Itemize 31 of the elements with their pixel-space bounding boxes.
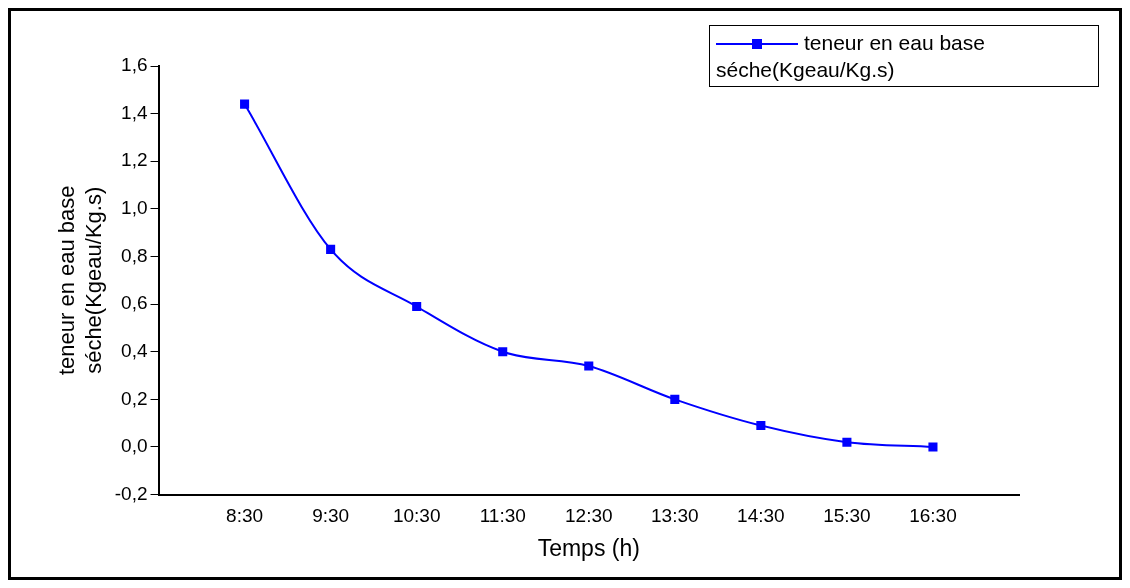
point — [842, 437, 852, 447]
legend-label: teneur en eau base séche(Kgeau/Kg.s) — [716, 31, 985, 81]
y-tick-label: 0,6 — [121, 292, 148, 314]
x-tick-label: 10:30 — [392, 505, 441, 527]
point — [928, 442, 938, 452]
y-tick-label: 1,6 — [121, 54, 148, 76]
x-tick-label: 11:30 — [479, 505, 526, 527]
point — [498, 347, 508, 357]
point — [412, 301, 422, 312]
y-tick-label: 0,2 — [121, 387, 148, 409]
y-axis-title: teneur en eau base séche(Kgeau/Kg.s) — [54, 185, 106, 376]
x-tick-label: 12:30 — [565, 505, 613, 527]
point — [584, 361, 594, 371]
x-axis-title: Temps (h) — [537, 534, 640, 561]
y-tick-label: 1,0 — [121, 197, 148, 219]
x-tick-label: 13:30 — [651, 505, 699, 527]
y-tick-label: -0,2 — [114, 482, 148, 504]
y-tick-label: 0,0 — [121, 435, 148, 457]
point — [240, 99, 250, 109]
point — [670, 394, 680, 404]
y-tick-label: 1,4 — [121, 101, 148, 123]
y-tick-label: 0,8 — [121, 244, 148, 266]
y-tick-label: 1,2 — [121, 149, 148, 171]
x-tick-label: 16:30 — [909, 505, 957, 527]
point — [326, 244, 336, 254]
x-tick-label: 14:30 — [737, 505, 785, 527]
x-tick-label: 8:30 — [226, 505, 264, 527]
point — [756, 421, 766, 431]
y-tick-label: 0,4 — [121, 339, 148, 361]
x-tick-label: 15:30 — [823, 505, 871, 527]
x-tick-label: 9:30 — [312, 505, 350, 527]
